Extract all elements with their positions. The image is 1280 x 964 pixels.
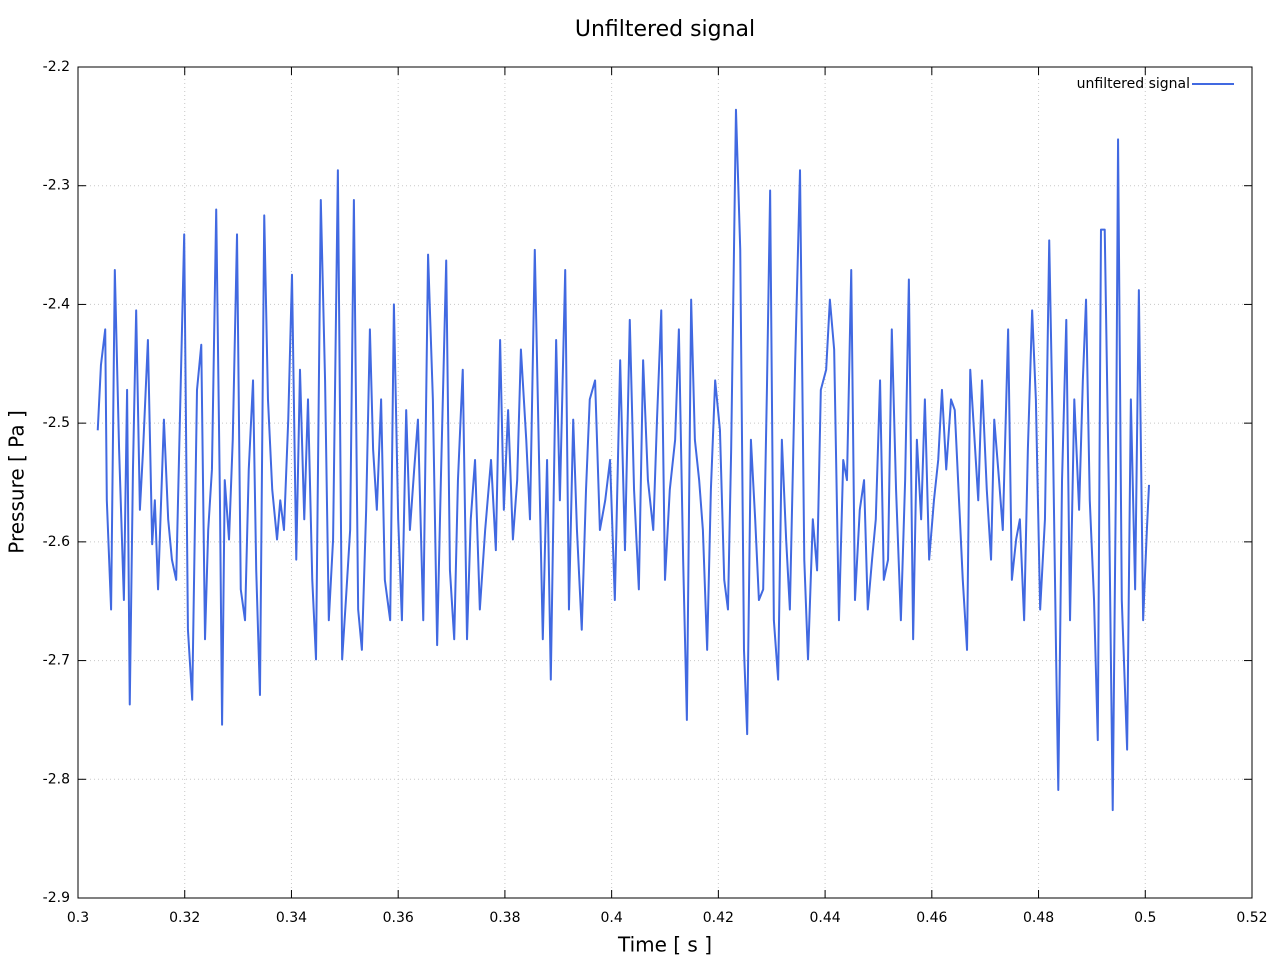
x-tick-label: 0.42 xyxy=(703,910,734,926)
data-line xyxy=(96,108,1151,812)
x-tick-label: 0.4 xyxy=(601,910,623,926)
y-tick-label: -2.9 xyxy=(43,890,70,906)
x-tick-label: 0.46 xyxy=(916,910,947,926)
x-tick-label: 0.48 xyxy=(1023,910,1054,926)
y-axis-label: Pressure [ Pa ] xyxy=(5,410,29,554)
chart-title: Unfiltered signal xyxy=(575,17,755,42)
y-tick-label: -2.6 xyxy=(43,534,70,550)
x-tick-label: 0.38 xyxy=(489,910,520,926)
x-tick-label: 0.32 xyxy=(169,910,200,926)
plot-frame xyxy=(77,66,1253,899)
y-tick-label: -2.8 xyxy=(43,771,70,787)
y-tick-label: -2.4 xyxy=(43,296,70,312)
x-tick-label: 0.52 xyxy=(1236,910,1267,926)
y-tick-label: -2.7 xyxy=(43,653,70,669)
x-tick-label: 0.36 xyxy=(383,910,414,926)
x-tick-label: 0.3 xyxy=(67,910,89,926)
legend-label: unfiltered signal xyxy=(1077,76,1190,92)
x-axis-label: Time [ s ] xyxy=(617,933,712,957)
x-tick-label: 0.44 xyxy=(810,910,841,926)
x-tick-label: 0.34 xyxy=(276,910,307,926)
x-tick-label: 0.5 xyxy=(1134,910,1156,926)
y-tick-label: -2.2 xyxy=(43,59,70,75)
y-tick-label: -2.3 xyxy=(43,178,70,194)
y-tick-label: -2.5 xyxy=(43,415,70,431)
